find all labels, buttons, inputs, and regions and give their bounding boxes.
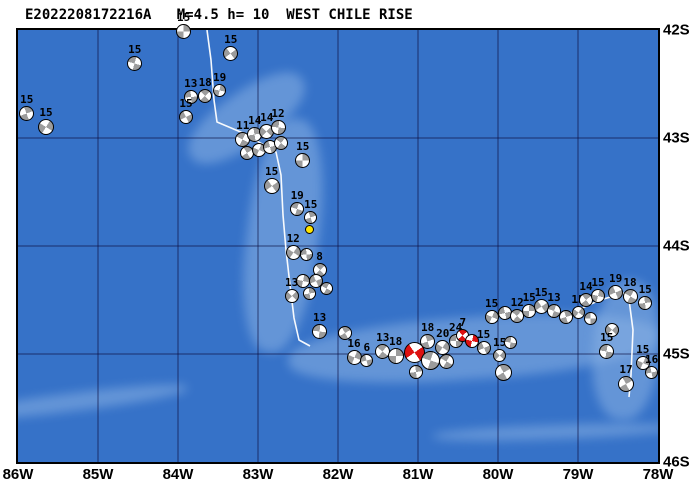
lon-axis-label: 81W [402, 466, 434, 483]
ridge-line [559, 291, 634, 398]
lat-axis-label: 45S [663, 345, 690, 363]
lon-axis-label: 85W [82, 466, 114, 483]
lon-axis-label: 86W [2, 466, 34, 483]
lon-axis-label: 84W [162, 466, 194, 483]
lat-axis-label: 43S [663, 129, 690, 147]
lat-axis-label: 42S [663, 21, 690, 39]
ridge-line [206, 30, 311, 347]
lon-axis-label: 82W [322, 466, 354, 483]
grid-and-ridge-layer [18, 30, 658, 462]
lon-axis-label: 79W [562, 466, 594, 483]
lon-axis-label: 80W [482, 466, 514, 483]
lon-axis-label: 78W [642, 466, 674, 483]
lat-axis-label: 46S [663, 453, 690, 471]
lon-axis-label: 83W [242, 466, 274, 483]
map-frame [16, 28, 660, 464]
map-title: E2022208172216A M=4.5 h= 10 WEST CHILE R… [25, 7, 413, 23]
lat-axis-label: 44S [663, 237, 690, 255]
